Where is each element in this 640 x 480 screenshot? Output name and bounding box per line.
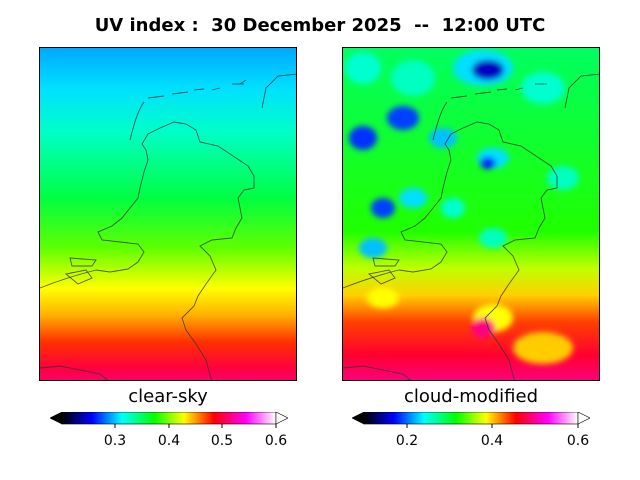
colorbar-tick: 0.4: [480, 433, 504, 449]
colorbar-tick: 0.6: [566, 433, 590, 449]
clear-sky-field: [40, 48, 296, 380]
figure-title: UV index : 30 December 2025 -- 12:00 UTC: [94, 15, 546, 36]
coastline: [343, 73, 599, 380]
clear-sky-label: clear-sky: [128, 386, 208, 407]
colorbar-tick: 0.6: [264, 433, 288, 449]
colorbar-tick: 0.4: [157, 433, 181, 449]
cloud-modified-field: [343, 48, 599, 380]
colorbar-tick: 0.5: [210, 433, 234, 449]
cloud-modified-map: [342, 47, 600, 381]
colorbar-tick: 0.3: [103, 433, 127, 449]
cloud-modified-label: cloud-modified: [403, 386, 539, 407]
colorbar-tick: 0.2: [395, 433, 419, 449]
cloud-modified-colorbar: [352, 412, 590, 428]
cloud-patches: [345, 50, 579, 364]
clear-sky-map: [39, 47, 297, 381]
coastline: [40, 73, 296, 380]
clear-sky-colorbar: [50, 412, 288, 428]
